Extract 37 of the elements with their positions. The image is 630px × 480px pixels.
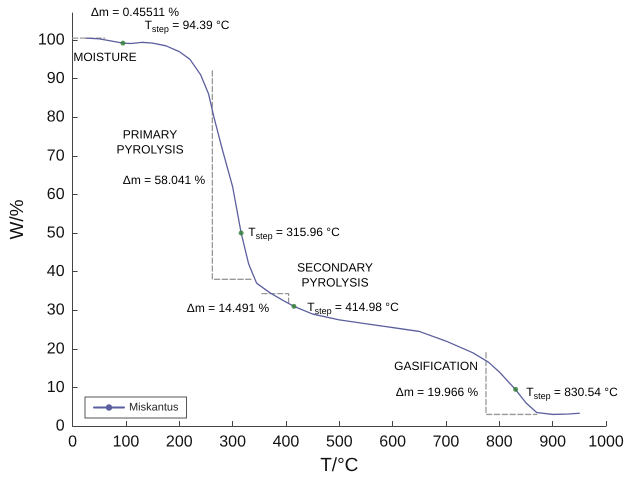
point [291,304,296,309]
x-tick-label: 500 [326,434,353,450]
y-tick-label: 30 [46,302,65,319]
x-tick-label: 0 [68,434,78,450]
annotation: Δm = 58.041 % [122,173,206,187]
x-tick-label: 900 [539,434,566,450]
x-axis-title: T/°C [320,455,358,476]
x-tick-label: 300 [219,434,246,450]
point [513,386,518,392]
x-tick-label: 600 [379,434,406,450]
y-tick-label: 80 [46,108,65,126]
point [238,230,244,236]
legend-label: Miskantus [129,402,180,414]
x-tick-label: 200 [166,434,193,450]
y-tick-label: 60 [46,186,65,203]
annotation: SECONDARY PYROLYSIS [297,260,373,290]
y-tick-label: 90 [46,70,65,88]
x-tick-label: 800 [486,434,513,450]
y-tick-label: 100 [38,32,65,49]
y-tick-label: 70 [46,147,65,164]
y-tick-label: 0 [56,418,65,434]
annotation: GASIFICATION [394,359,478,373]
annotation: PRIMARY PYROLYSIS [116,128,184,156]
annotation: MOISTURE [73,50,137,64]
x-tick-label: 1000 [588,434,624,450]
annotation: Δm = 19.966 % [396,385,479,399]
y-tick-label: 40 [46,263,65,280]
annotation: Δm = 14.491 % [186,301,270,315]
x-tick-label: 700 [432,434,460,450]
annotation: Δm = 0.45511 % [90,5,180,19]
y-tick-label: 10 [46,378,65,396]
y-tick-label: 50 [46,224,65,242]
x-tick-label: 100 [112,434,140,450]
point [120,40,126,46]
x-tick-label: 400 [272,434,300,450]
y-tick-label: 20 [46,340,65,358]
y-axis-title: W/% [7,199,28,240]
